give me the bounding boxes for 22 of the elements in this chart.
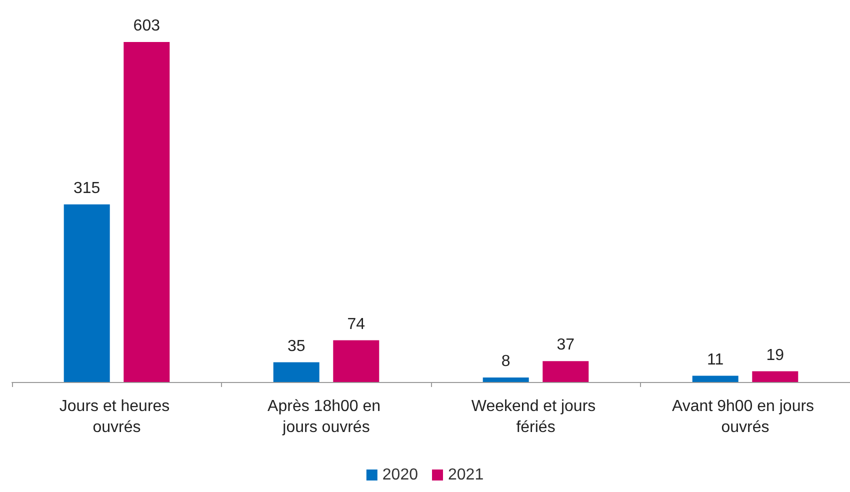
x-tick-label: Jours et heures ouvrés bbox=[59, 398, 174, 436]
data-label: 603 bbox=[133, 18, 160, 34]
data-label: 315 bbox=[74, 180, 100, 197]
x-tick-label: Avant 9h00 en jours ouvrés bbox=[672, 398, 818, 436]
data-label: 74 bbox=[347, 316, 366, 333]
data-label: 19 bbox=[766, 346, 784, 364]
bar bbox=[482, 377, 529, 382]
legend-label: 2021 bbox=[448, 466, 484, 484]
bar bbox=[273, 362, 320, 382]
x-tick-label: Weekend et jours fériés bbox=[471, 398, 600, 436]
data-label: 35 bbox=[287, 338, 306, 355]
data-label: 37 bbox=[556, 336, 575, 354]
bar bbox=[542, 361, 589, 382]
data-label: 8 bbox=[501, 352, 510, 370]
bar bbox=[752, 371, 798, 382]
bar bbox=[333, 340, 380, 382]
legend-label: 2020 bbox=[382, 466, 418, 484]
x-tick-label: Après 18h00 en jours ouvrés bbox=[268, 398, 385, 436]
bar bbox=[124, 42, 170, 382]
bar bbox=[64, 204, 110, 382]
bar bbox=[692, 376, 738, 382]
data-label: 11 bbox=[707, 351, 724, 368]
